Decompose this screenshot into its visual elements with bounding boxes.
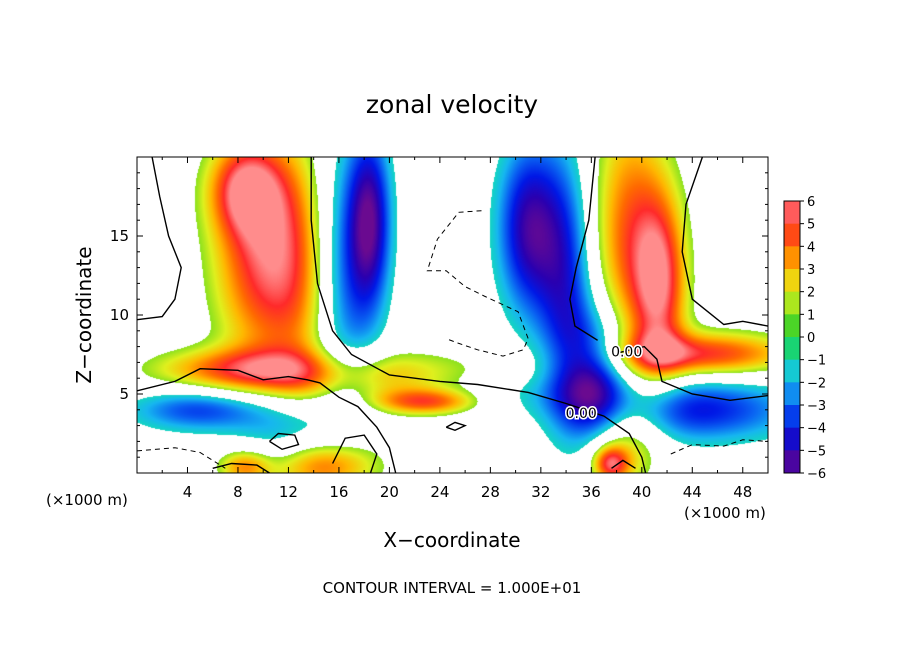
x-axis-title: X−coordinate <box>383 528 520 552</box>
colorbar-swatch <box>784 337 800 361</box>
x-tick-label: 20 <box>380 483 399 501</box>
x-tick-label: 32 <box>531 483 550 501</box>
x-tick-label: 48 <box>733 483 752 501</box>
colorbar-swatch <box>784 314 800 338</box>
x-unit-label: (×1000 m) <box>684 504 766 522</box>
contour-label: 0.00 <box>611 344 642 360</box>
colorbar-swatch <box>784 382 800 406</box>
contour-line <box>445 421 468 432</box>
contour-line <box>310 157 647 473</box>
colorbar-swatch <box>784 269 800 293</box>
negative-contour-line <box>137 447 226 469</box>
x-tick-label: 24 <box>430 483 449 501</box>
colorbar-label: −5 <box>807 444 826 459</box>
x-tick-label: 40 <box>632 483 651 501</box>
colorbar: 6 5 4 3 2 1 0 −1 −2 −3 −4 −5 −6 <box>783 195 826 482</box>
y-tick-label: 10 <box>110 306 129 324</box>
negative-contour-line <box>670 439 768 455</box>
contour-line <box>137 157 182 321</box>
colorbar-label: −3 <box>807 399 826 414</box>
colorbar-label: 1 <box>807 308 815 323</box>
contour-line <box>681 157 768 327</box>
x-tick-label: 44 <box>683 483 702 501</box>
colorbar-label: −6 <box>807 467 826 482</box>
colorbar-label: −2 <box>807 376 826 391</box>
colorbar-swatch <box>784 246 800 270</box>
x-tick-label: 36 <box>582 483 601 501</box>
colorbar-swatch <box>784 291 800 315</box>
colorbar-swatch <box>784 359 800 383</box>
y-unit-label: (×1000 m) <box>46 491 128 509</box>
contour-line <box>617 345 768 402</box>
velocity-field <box>137 157 768 473</box>
contour-line <box>137 367 397 473</box>
contour-line <box>269 432 300 451</box>
colorbar-label: 5 <box>807 218 815 233</box>
colorbar-label: 4 <box>807 240 815 255</box>
contour-line <box>611 459 636 469</box>
y-tick-label: 5 <box>119 385 129 403</box>
x-tick-label: 8 <box>233 483 243 501</box>
colorbar-swatch <box>784 201 800 225</box>
contour-label: 0.00 <box>566 406 597 422</box>
x-tick-label: 16 <box>329 483 348 501</box>
colorbar-label: 0 <box>807 331 815 346</box>
contour-line <box>569 157 598 341</box>
x-tick-label: 12 <box>279 483 298 501</box>
colorbar-swatch <box>784 427 800 451</box>
x-tick-label: 28 <box>481 483 500 501</box>
contour-line <box>212 462 270 473</box>
colorbar-swatch <box>784 223 800 247</box>
contour-interval-footer: CONTOUR INTERVAL = 1.000E+01 <box>323 579 582 597</box>
colorbar-swatch <box>784 450 800 474</box>
contour-line <box>331 434 378 473</box>
colorbar-swatch <box>784 405 800 429</box>
colorbar-label: 2 <box>807 286 815 301</box>
colorbar-label: −1 <box>807 354 826 369</box>
negative-contour-line <box>426 210 529 357</box>
colorbar-label: −4 <box>807 422 826 437</box>
x-tick-label: 4 <box>183 483 193 501</box>
y-tick-label: 15 <box>110 227 129 245</box>
y-axis-title: Z−coordinate <box>72 246 96 383</box>
colorbar-label: 3 <box>807 263 815 278</box>
contour-lines: 0.00 0.00 <box>137 157 768 473</box>
chart-title: zonal velocity <box>366 90 538 119</box>
colorbar-label: 6 <box>807 195 815 210</box>
